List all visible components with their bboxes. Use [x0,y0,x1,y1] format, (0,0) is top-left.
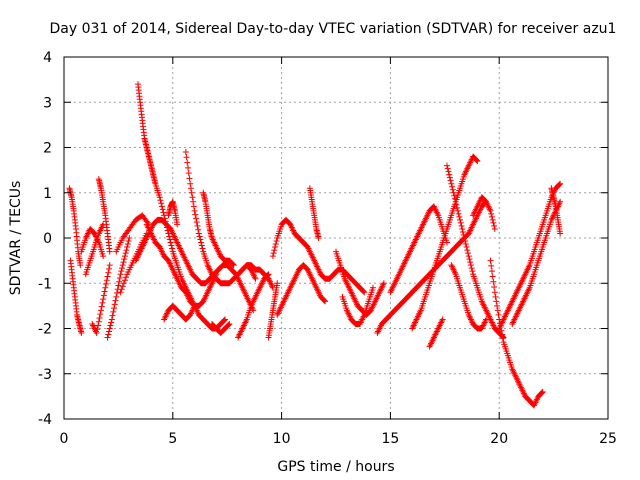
y-tick-label: 2 [43,141,52,157]
series-markers [66,81,564,409]
axis-ticks: 0 5 10 15 20 25 -4 -3 -2 -1 0 1 2 3 4 [38,50,617,447]
x-tick-label: 25 [599,431,617,447]
y-tick-label: -4 [38,412,52,428]
y-tick-label: 4 [43,50,52,66]
chart-title: Day 031 of 2014, Sidereal Day-to-day VTE… [50,21,617,37]
x-axis-label: GPS time / hours [277,459,394,475]
y-tick-label: 3 [43,95,52,111]
y-tick-label: -1 [38,276,52,292]
y-tick-label: -3 [38,367,52,383]
x-tick-label: 20 [490,431,508,447]
x-tick-label: 5 [168,431,177,447]
x-tick-label: 10 [273,431,291,447]
x-tick-label: 0 [60,431,69,447]
data-points [66,81,564,409]
x-tick-label: 15 [381,431,399,447]
y-tick-label: 1 [43,186,52,202]
y-tick-label: -2 [38,322,52,338]
y-axis-label: SDTVAR / TECUs [8,181,24,296]
y-tick-label: 0 [43,231,52,247]
